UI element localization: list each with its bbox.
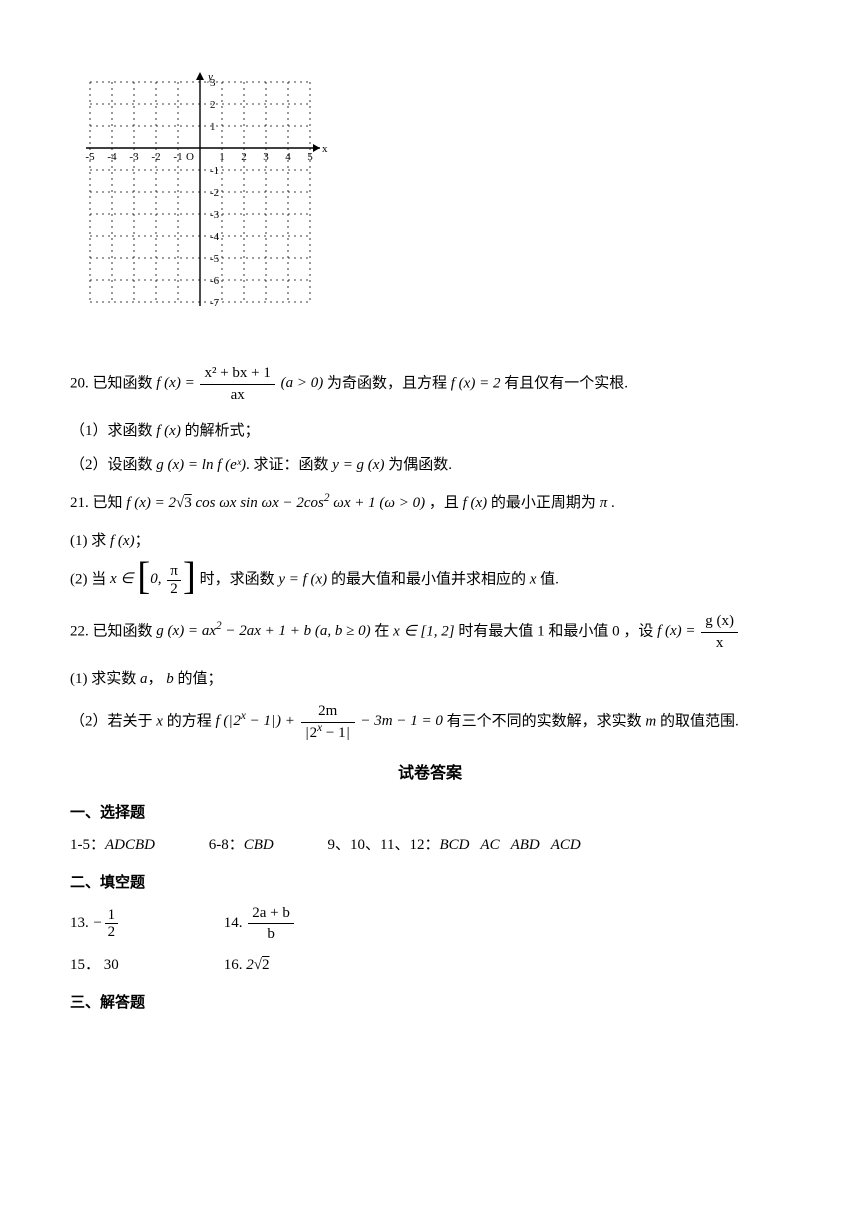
svg-text:-1: -1 xyxy=(210,165,219,177)
svg-text:O: O xyxy=(186,151,194,163)
problem-20: 20. 已知函数 f (x) = x² + bx + 1ax (a > 0) 为… xyxy=(70,363,790,405)
svg-text:3: 3 xyxy=(263,151,269,163)
answers-title: 试卷答案 xyxy=(70,761,790,787)
problem-22-1: (1) 求实数 a， b 的值； xyxy=(70,667,790,691)
svg-text:-5: -5 xyxy=(210,253,220,265)
fill-answers-row2: 15． 30 16. 2√2 xyxy=(70,953,790,977)
svg-text:1: 1 xyxy=(219,151,225,163)
svg-text:x: x xyxy=(322,143,328,155)
problem-22: 22. 已知函数 g (x) = ax2 − 2ax + 1 + b (a, b… xyxy=(70,611,790,653)
mc-answers: 1-5：ADCBD 6-8：CBD 9、10、11、12：BCD AC ABD … xyxy=(70,833,790,857)
svg-text:5: 5 xyxy=(307,151,313,163)
svg-text:-4: -4 xyxy=(210,231,220,243)
svg-text:1: 1 xyxy=(210,121,216,133)
svg-text:-1: -1 xyxy=(173,151,182,163)
svg-text:3: 3 xyxy=(210,77,216,89)
svg-text:-2: -2 xyxy=(151,151,160,163)
problem-20-1: （1）求函数 f (x) 的解析式； xyxy=(70,419,790,443)
problem-20-2: （2）设函数 g (x) = ln f (eˣ). 求证：函数 y = g (x… xyxy=(70,453,790,477)
coordinate-grid: Oxy-5-4-3-2-112345123-1-2-3-4-5-6-7 xyxy=(78,70,790,338)
svg-text:-4: -4 xyxy=(107,151,117,163)
svg-text:4: 4 xyxy=(285,151,291,163)
svg-text:2: 2 xyxy=(210,99,216,111)
svg-text:2: 2 xyxy=(241,151,247,163)
svg-text:-7: -7 xyxy=(210,297,220,309)
svg-text:-3: -3 xyxy=(129,151,139,163)
svg-text:-5: -5 xyxy=(85,151,95,163)
section-1-head: 一、选择题 xyxy=(70,801,790,825)
section-3-head: 三、解答题 xyxy=(70,991,790,1015)
svg-text:-6: -6 xyxy=(210,275,220,287)
problem-21-2: (2) 当 x ∈ [0, π2] 时，求函数 y = f (x) 的最大值和最… xyxy=(70,563,790,597)
p20-intro-a: 20. 已知函数 xyxy=(70,375,156,391)
problem-21-1: (1) 求 f (x)； xyxy=(70,529,790,553)
section-2-head: 二、填空题 xyxy=(70,871,790,895)
fill-answers-row1: 13. −12 14. 2a + bb xyxy=(70,903,790,945)
svg-text:-3: -3 xyxy=(210,209,220,221)
problem-21: 21. 已知 f (x) = 2√3 cos ωx sin ωx − 2cos2… xyxy=(70,491,790,515)
problem-22-2: （2）若关于 x 的方程 f (|2x − 1|) + 2m|2x − 1| −… xyxy=(70,701,790,743)
svg-text:-2: -2 xyxy=(210,187,219,199)
